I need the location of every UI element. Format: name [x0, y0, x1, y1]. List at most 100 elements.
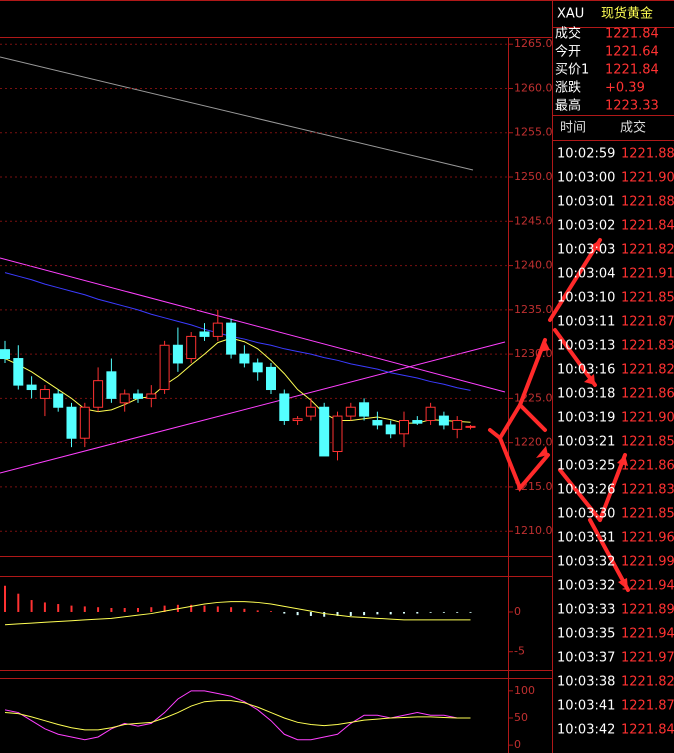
candle-body	[212, 322, 223, 337]
tick-time: 10:03:03	[557, 243, 615, 258]
arrow	[548, 238, 602, 322]
candle-body	[39, 389, 50, 399]
tick-price: 1221.89	[621, 603, 674, 618]
candle-body	[66, 406, 77, 439]
y-tick-label: 1250.0	[514, 170, 553, 183]
arrow	[588, 518, 630, 592]
candle-body	[0, 349, 10, 360]
column-header: 时间	[560, 121, 586, 136]
tick-price: 1221.94	[621, 627, 674, 642]
candle-body	[26, 384, 37, 391]
tick-price: 1221.83	[621, 483, 674, 498]
long-ma	[0, 56, 474, 171]
y-tick-label: 1265.0	[514, 37, 553, 50]
tick-time: 10:03:37	[557, 651, 615, 666]
candle-body	[119, 393, 130, 404]
tick-time: 10:03:16	[557, 363, 615, 378]
tick-time: 10:03:30	[557, 507, 615, 522]
trend-line	[0, 257, 506, 393]
quote-label: 买价1	[555, 63, 589, 78]
y-tick-label: 1210.0	[514, 524, 553, 537]
arrow-head	[590, 240, 600, 252]
candle-body	[199, 331, 210, 337]
y-tick-label: 1235.0	[514, 303, 553, 316]
arrow	[598, 453, 627, 522]
tick-price: 1221.96	[621, 531, 674, 546]
arrow	[558, 468, 602, 522]
tick-time: 10:03:04	[557, 267, 615, 282]
quote-label: 涨跌	[555, 80, 581, 96]
tick-time: 10:03:31	[557, 531, 615, 546]
trend-line	[0, 341, 506, 474]
candle-body	[106, 371, 117, 399]
candle-body	[425, 406, 436, 422]
arrow-head	[538, 340, 550, 352]
tick-price: 1221.97	[621, 651, 674, 666]
tick-time: 10:03:10	[557, 291, 615, 306]
tick-time: 10:03:35	[557, 627, 615, 642]
tick-price: 1221.84	[621, 219, 674, 234]
candle-body	[186, 335, 197, 360]
tick-time: 10:03:11	[557, 315, 615, 330]
tick-price: 1221.88	[621, 147, 674, 162]
instrument-name: 现货黄金	[601, 6, 653, 22]
annotation-arrows	[488, 238, 630, 592]
y-tick-label: 1245.0	[514, 214, 553, 227]
tick-time: 10:03:01	[557, 195, 615, 210]
quote-value: 1221.84	[605, 63, 659, 78]
y-tick-label: 1220.0	[514, 436, 553, 449]
y-tick-label: 1260.0	[514, 81, 553, 94]
column-header: 成交	[620, 120, 646, 136]
y-tick-label: 100	[514, 684, 535, 697]
symbol: XAU	[557, 7, 584, 22]
quote-value: 1223.33	[605, 99, 659, 114]
candle-body	[385, 424, 396, 435]
indicator-line	[4, 272, 471, 391]
candle-body	[93, 380, 104, 408]
tick-time: 10:03:38	[557, 675, 615, 690]
plots: 1210.01215.01220.01225.01230.01235.01240…	[0, 37, 553, 751]
tick-price: 1221.85	[621, 507, 674, 522]
tick-price: 1221.86	[621, 459, 674, 474]
y-tick-label: 0	[514, 605, 521, 618]
tick-time: 10:03:25	[557, 459, 615, 474]
candle-body	[332, 415, 343, 453]
tick-price: 1221.85	[621, 435, 674, 450]
tick-price: 1221.82	[621, 363, 674, 378]
tick-time: 10:03:41	[557, 699, 615, 714]
tick-price: 1221.90	[621, 171, 674, 186]
quote-value: 1221.64	[605, 45, 659, 60]
quote-label: 最高	[555, 98, 581, 114]
tick-price: 1221.84	[621, 723, 674, 738]
tick-price: 1221.91	[621, 267, 674, 282]
arrow-heads	[536, 240, 628, 590]
y-tick-label: 1240.0	[514, 259, 553, 272]
tick-time: 10:03:19	[557, 411, 615, 426]
candle-body	[172, 344, 183, 364]
trend-lines	[0, 257, 506, 474]
quote-value: 1221.84	[605, 27, 659, 42]
tick-price: 1221.86	[621, 387, 674, 402]
candle-body	[359, 402, 370, 417]
tick-price: 1221.99	[621, 555, 674, 570]
candle-body	[465, 425, 476, 428]
candle-body	[252, 362, 263, 373]
arrow	[553, 328, 597, 387]
indicator-line	[4, 601, 471, 626]
y-tick-label: 50	[514, 711, 528, 724]
candle-body	[79, 406, 90, 439]
tick-time: 10:03:42	[557, 723, 615, 738]
indicator-line	[4, 700, 471, 731]
tick-price: 1221.87	[621, 699, 674, 714]
tick-price: 1221.82	[621, 243, 674, 258]
candle-body	[438, 415, 449, 426]
tick-price: 1221.94	[621, 579, 674, 594]
side-panel: 成交 1221.84 今开 1221.64 买价1 1221.84 涨跌 +0.39 最高 122…	[555, 26, 674, 738]
quote-label: 今开	[555, 44, 581, 60]
tick-time: 10:02:59	[557, 147, 615, 162]
tick-time: 10:03:00	[557, 171, 615, 186]
arrow-head	[617, 455, 628, 466]
tick-price: 1221.90	[621, 411, 674, 426]
tick-price: 1221.82	[621, 675, 674, 690]
